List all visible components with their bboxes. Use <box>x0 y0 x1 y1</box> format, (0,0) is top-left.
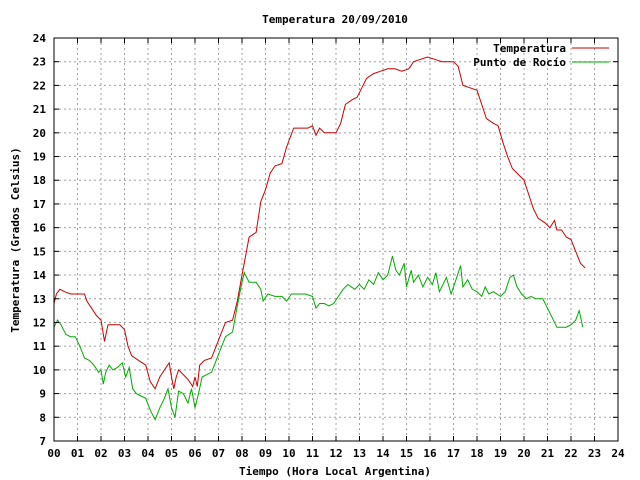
x-tick-label: 15 <box>400 447 413 460</box>
x-tick-label: 16 <box>423 447 437 460</box>
y-tick-label: 12 <box>33 316 46 329</box>
x-tick-label: 12 <box>329 447 342 460</box>
x-tick-label: 20 <box>517 447 530 460</box>
y-tick-label: 24 <box>33 32 47 45</box>
y-tick-label: 7 <box>39 435 46 448</box>
y-tick-label: 22 <box>33 79 46 92</box>
legend-label-temperatura: Temperatura <box>493 42 566 55</box>
x-tick-label: 21 <box>541 447 555 460</box>
y-tick-label: 17 <box>33 198 46 211</box>
y-tick-label: 9 <box>39 388 46 401</box>
y-tick-label: 8 <box>39 411 46 424</box>
x-axis-title: Tiempo (Hora Local Argentina) <box>239 465 431 478</box>
x-tick-label: 00 <box>47 447 60 460</box>
y-tick-label: 13 <box>33 293 46 306</box>
x-tick-label: 01 <box>71 447 85 460</box>
x-tick-label: 13 <box>353 447 366 460</box>
y-tick-label: 23 <box>33 56 46 69</box>
x-tick-label: 22 <box>564 447 577 460</box>
series-line-temperatura <box>53 56 586 390</box>
y-tick-label: 16 <box>33 222 47 235</box>
x-tick-label: 05 <box>165 447 178 460</box>
y-tick-label: 19 <box>33 151 46 164</box>
x-tick-label: 23 <box>588 447 601 460</box>
x-tick-label: 14 <box>376 447 390 460</box>
series-lines <box>53 56 586 421</box>
series-line-punto-rocio <box>53 255 584 421</box>
grid-lines <box>54 38 618 441</box>
x-tick-label: 06 <box>188 447 202 460</box>
legend: Temperatura Punto de Rocío <box>473 42 609 69</box>
chart-title: Temperatura 20/09/2010 <box>262 13 408 26</box>
x-tick-label: 18 <box>470 447 483 460</box>
x-tick-label: 09 <box>259 447 272 460</box>
x-tick-label: 08 <box>235 447 248 460</box>
y-tick-label: 15 <box>33 245 46 258</box>
y-tick-label: 18 <box>33 174 46 187</box>
y-tick-label: 14 <box>33 269 47 282</box>
y-axis-title: Temperatura (Grados Celsius) <box>9 147 22 332</box>
legend-label-punto-rocio: Punto de Rocío <box>473 56 566 69</box>
y-tick-label: 10 <box>33 364 46 377</box>
x-tick-label: 11 <box>306 447 320 460</box>
x-tick-label: 03 <box>118 447 131 460</box>
x-tick-label: 10 <box>282 447 295 460</box>
x-tick-label: 04 <box>141 447 155 460</box>
x-tick-label: 24 <box>611 447 625 460</box>
x-tick-label: 19 <box>494 447 507 460</box>
y-tick-label: 20 <box>33 127 46 140</box>
x-tick-label: 07 <box>212 447 225 460</box>
x-tick-label: 17 <box>447 447 460 460</box>
y-tick-label: 21 <box>33 103 47 116</box>
y-tick-label: 11 <box>33 340 47 353</box>
axis-ticks: 00 01 02 03 04 05 06 07 08 09 10 11 12 13 14 15 16 17 18 19… <box>33 32 625 460</box>
x-tick-label: 02 <box>94 447 107 460</box>
